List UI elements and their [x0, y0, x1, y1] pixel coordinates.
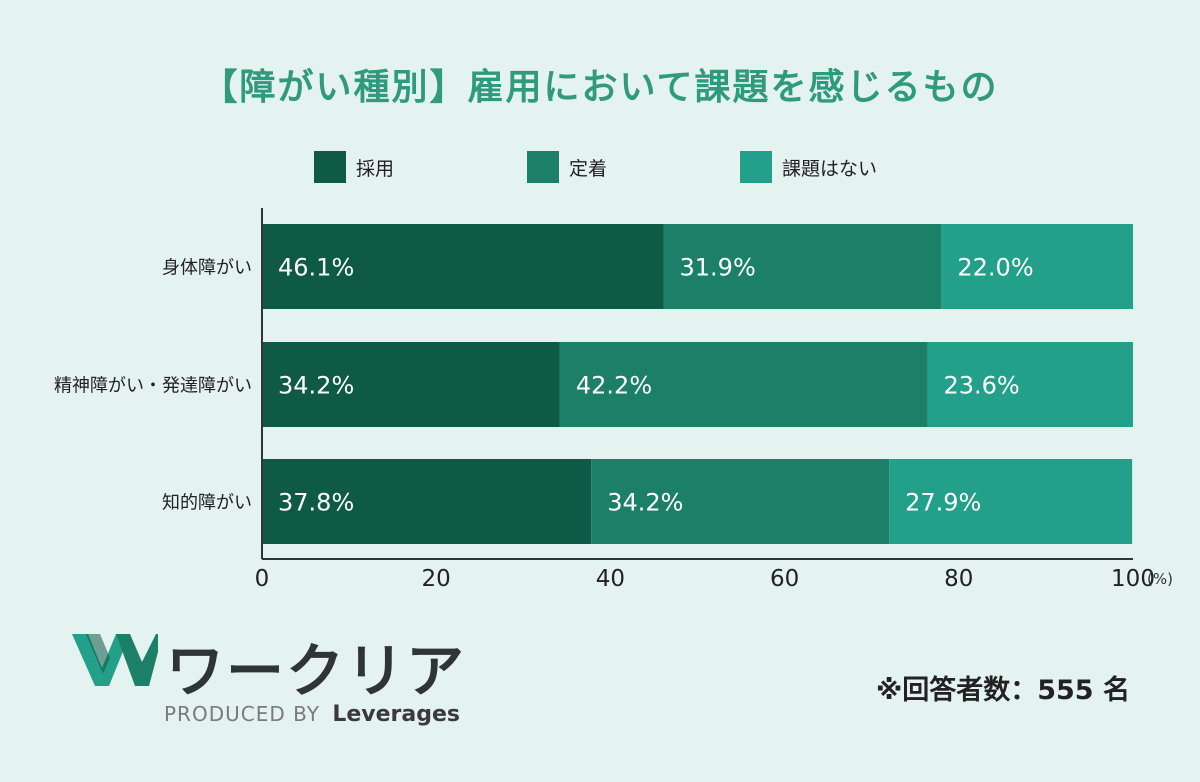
x-axis-unit: (%) [1147, 570, 1173, 588]
legend-label-recruitment: 採用 [356, 157, 395, 180]
legend-label-no-issue: 課題はない [782, 157, 878, 180]
w-logo-icon [72, 634, 158, 686]
x-tick-label: 0 [255, 566, 270, 592]
bar-segment-no-issue [941, 224, 1133, 309]
respondents-note: ※回答者数：555 名 [875, 675, 1130, 706]
produced-by-line: PRODUCED BY Leverages [164, 702, 460, 727]
data-label-retention: 31.9% [680, 254, 756, 282]
x-tick-label: 80 [944, 566, 973, 592]
bar-segment-retention [591, 459, 890, 544]
bar-segment-recruitment [262, 342, 560, 427]
category-label: 身体障がい [162, 258, 252, 279]
brand-logo: ワークリア PRODUCED BY Leverages [72, 632, 464, 732]
bar-segment-recruitment [262, 459, 592, 544]
data-label-recruitment: 37.8% [278, 489, 354, 517]
legend-item-no-issue: 課題はない [740, 151, 877, 183]
bar-segment-retention [559, 342, 928, 427]
company-name: Leverages [332, 702, 460, 727]
legend-item-recruitment: 採用 [314, 151, 394, 183]
legend-label-retention: 定着 [569, 157, 608, 180]
data-label-retention: 34.2% [607, 489, 683, 517]
bar-segment-no-issue [927, 342, 1133, 427]
category-label: 知的障がい [162, 493, 252, 514]
brand-wordmark: ワークリア [166, 637, 467, 705]
x-tick-label: 100 [1111, 566, 1155, 592]
data-label-recruitment: 46.1% [278, 254, 354, 282]
data-label-no-issue: 22.0% [957, 254, 1033, 282]
produced-by-text: PRODUCED BY [164, 702, 320, 726]
x-tick-label: 60 [770, 566, 799, 592]
legend-swatch-recruitment [314, 151, 346, 183]
legend-item-retention: 定着 [527, 151, 607, 183]
legend-swatch-retention [527, 151, 559, 183]
data-label-no-issue: 23.6% [943, 372, 1019, 400]
data-label-retention: 42.2% [576, 372, 652, 400]
bar-segment-no-issue [889, 459, 1133, 544]
x-tick-label: 20 [422, 566, 451, 592]
data-label-recruitment: 34.2% [278, 372, 354, 400]
category-label: 精神障がい・発達障がい [54, 376, 252, 397]
data-label-no-issue: 27.9% [905, 489, 981, 517]
legend-swatch-no-issue [740, 151, 772, 183]
bar-segment-recruitment [262, 224, 664, 309]
x-tick-label: 40 [596, 566, 625, 592]
chart-title: 【障がい種別】雇用において課題を感じるもの [201, 67, 999, 108]
bar-segment-retention [663, 224, 942, 309]
